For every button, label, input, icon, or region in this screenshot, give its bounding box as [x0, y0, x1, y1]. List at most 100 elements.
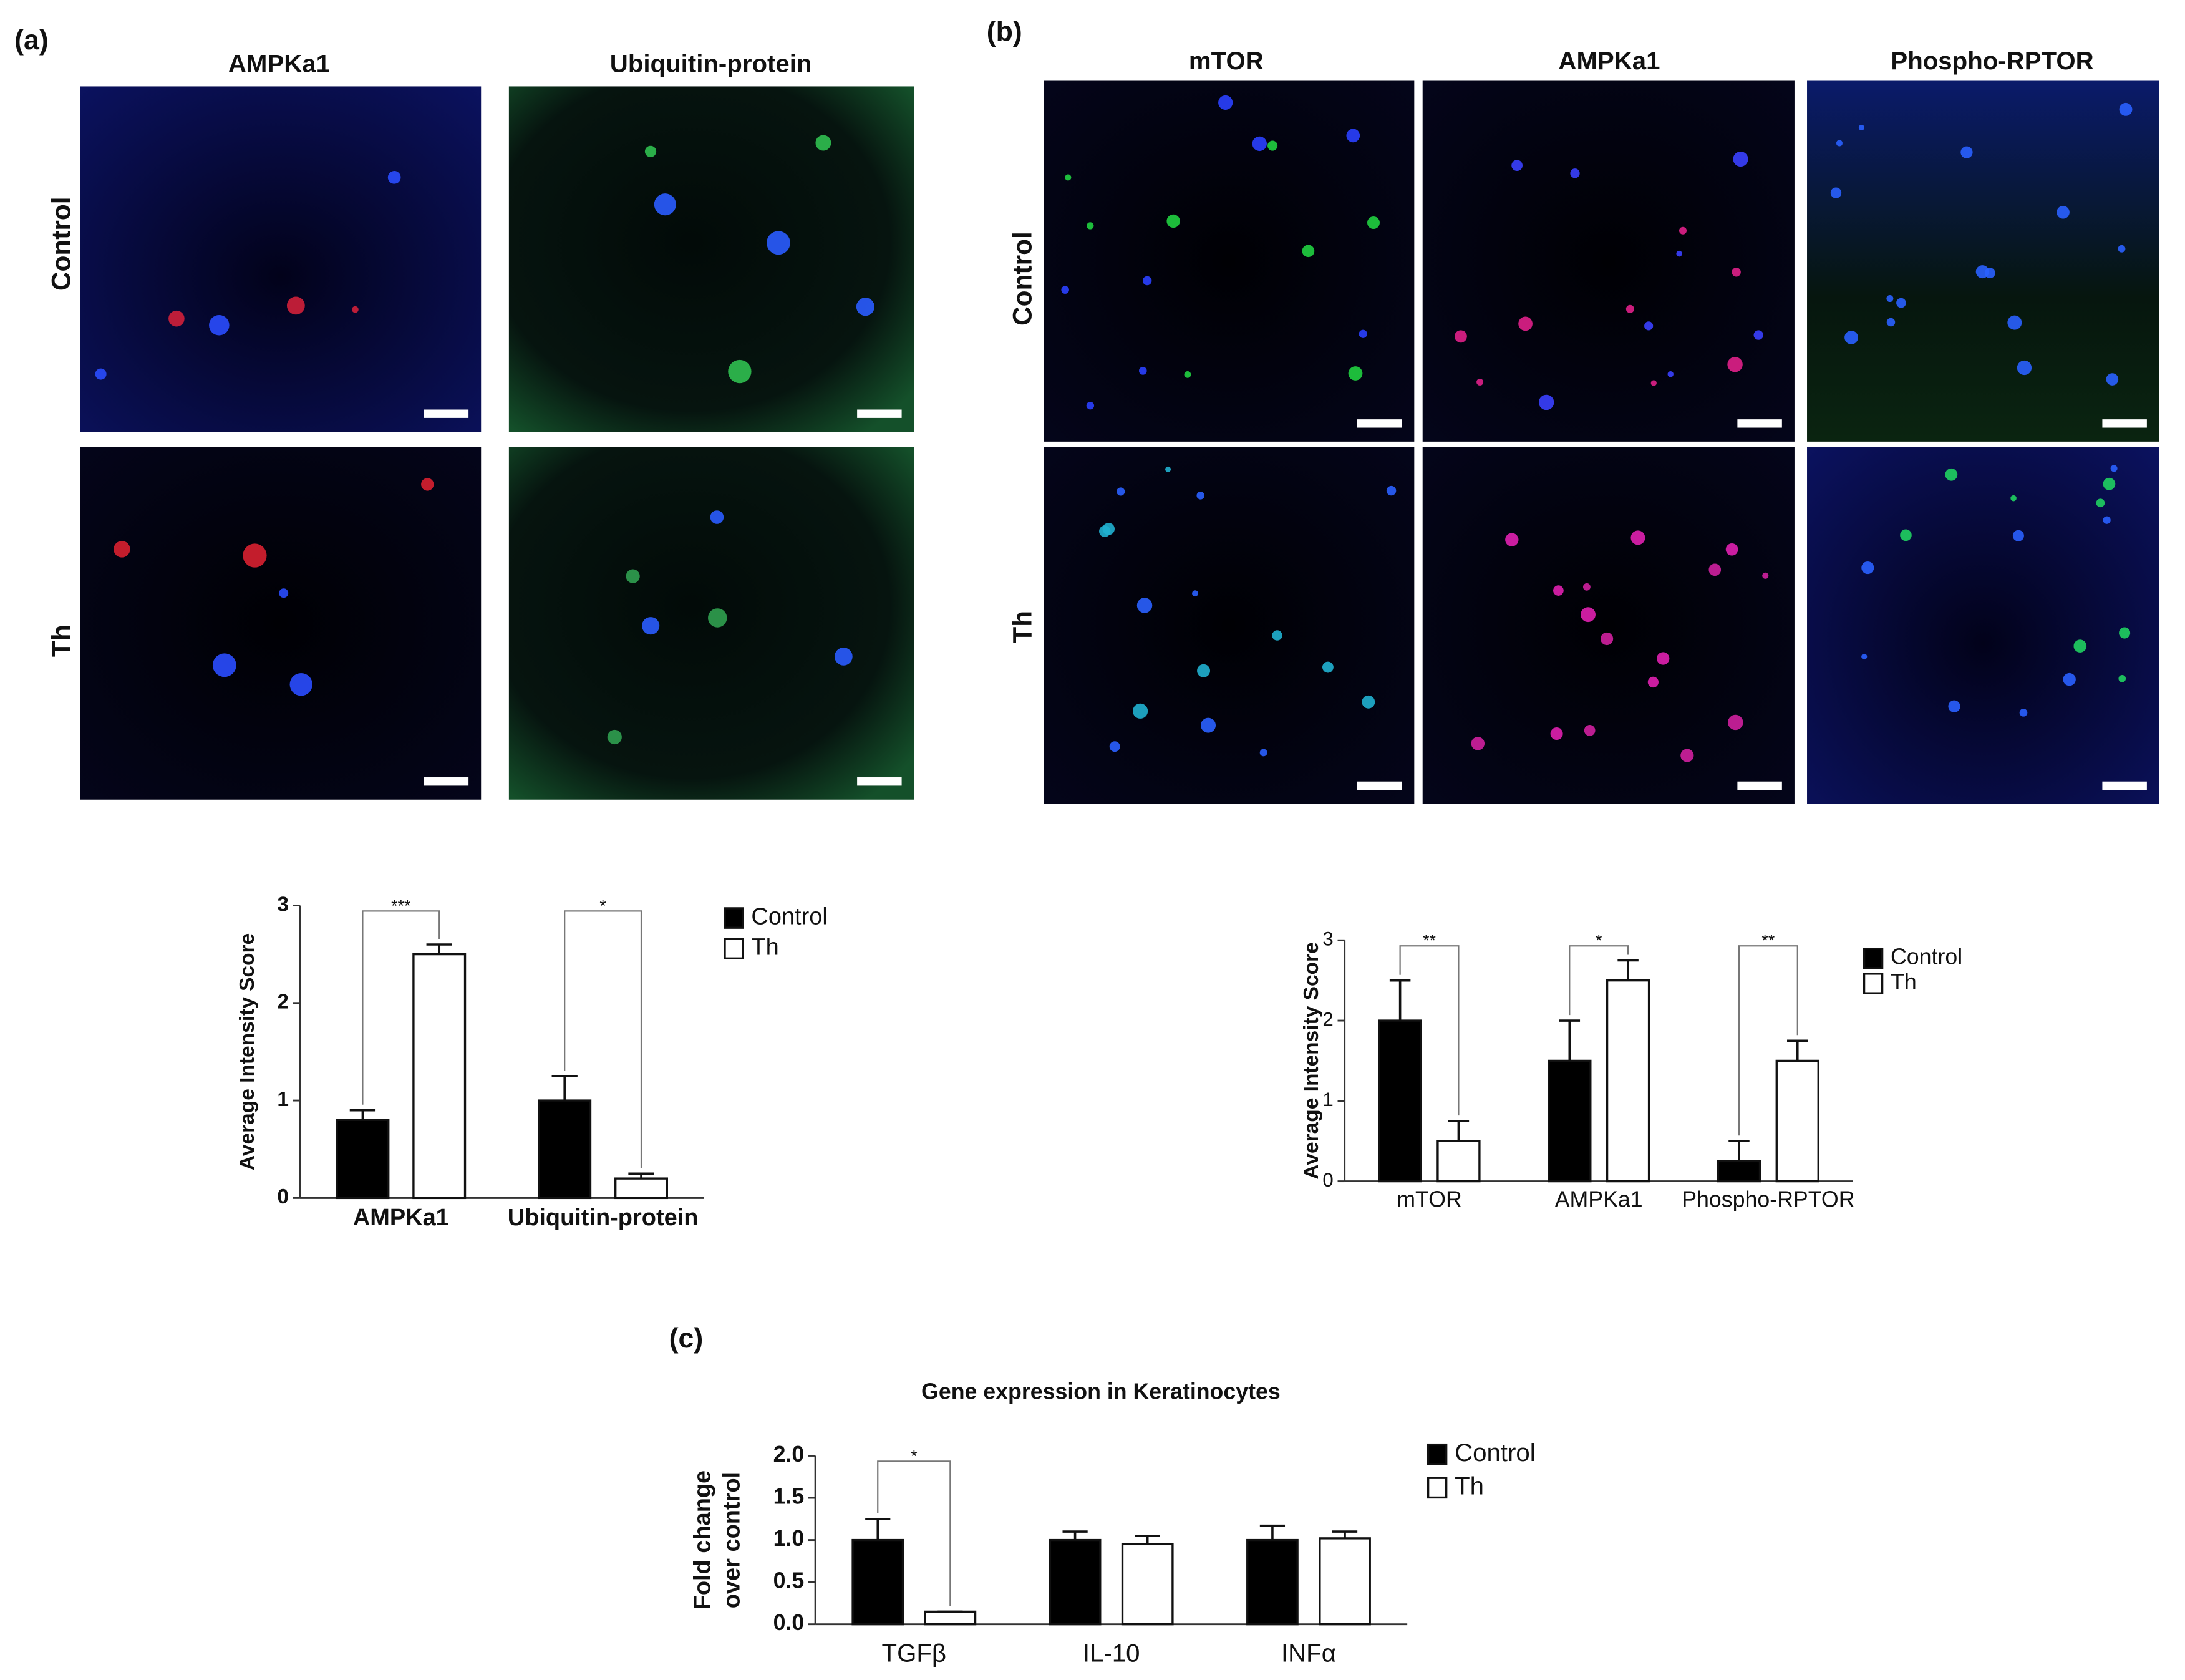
bar	[851, 1538, 904, 1626]
cell	[1454, 330, 1467, 343]
panel-label: (b)	[987, 16, 1022, 47]
y-tick-label: 2.0	[773, 1442, 805, 1467]
error-bar	[1062, 1530, 1088, 1540]
cell	[243, 543, 267, 568]
legend-swatch	[1863, 947, 1884, 969]
cell	[2063, 672, 2076, 686]
legend-label: Control	[1455, 1439, 1536, 1467]
bar	[1775, 1059, 1819, 1183]
error-bar	[426, 943, 452, 954]
cell	[114, 541, 130, 558]
cell	[1166, 214, 1180, 228]
significance-bracket	[877, 1460, 951, 1606]
cell	[279, 588, 289, 598]
significance-bracket	[1399, 945, 1460, 1116]
cell	[834, 647, 853, 666]
y-tick-label: 3	[277, 893, 289, 916]
cell	[1570, 168, 1580, 178]
cell	[1727, 357, 1743, 372]
cell	[1886, 318, 1896, 327]
x-tick-label: Ubiquitin-protein	[508, 1205, 699, 1231]
scale-bar	[424, 777, 469, 786]
cell	[1192, 590, 1198, 597]
legend-label: Th	[1455, 1472, 1484, 1500]
legend-swatch	[1863, 973, 1884, 994]
cell	[1362, 695, 1375, 709]
cell	[1267, 140, 1278, 151]
cell	[2073, 639, 2087, 653]
bar	[1378, 1019, 1422, 1183]
cell	[815, 135, 831, 151]
cell	[1252, 136, 1267, 152]
cell	[1762, 572, 1769, 579]
cell	[1948, 700, 1960, 712]
cell	[2010, 495, 2017, 502]
cell	[1708, 563, 1722, 576]
panel-label: (a)	[14, 25, 49, 56]
x-tick-label: IL-10	[1083, 1639, 1140, 1667]
bar	[1049, 1538, 1102, 1626]
micrograph	[1044, 447, 1415, 804]
cell	[289, 672, 312, 696]
cell	[1584, 725, 1596, 736]
column-header: AMPKa1	[228, 50, 330, 78]
cell	[209, 314, 230, 336]
cell	[710, 510, 724, 524]
x-tick-label: TGFβ	[882, 1639, 946, 1667]
error-bar	[1332, 1530, 1358, 1538]
error-bar	[1559, 1019, 1581, 1061]
cell	[1725, 543, 1738, 556]
significance-bracket	[362, 910, 440, 1105]
cell	[1650, 380, 1657, 386]
bar	[538, 1099, 592, 1200]
row-label: Control	[1007, 231, 1037, 326]
error-bar	[349, 1109, 376, 1120]
cell	[1086, 401, 1095, 410]
cell	[1511, 160, 1523, 172]
cell	[1945, 468, 1958, 481]
cell	[1667, 371, 1674, 377]
cell	[1676, 250, 1682, 257]
cell	[1553, 585, 1564, 596]
cell	[1184, 371, 1191, 378]
significance-bracket	[1738, 945, 1798, 1136]
cell	[387, 171, 401, 184]
y-tick-label: 0	[1322, 1169, 1333, 1191]
legend-label: Control	[1891, 944, 1962, 969]
cell	[1099, 525, 1111, 537]
cell	[286, 296, 305, 315]
bar	[336, 1119, 390, 1200]
y-tick-label: 1.5	[773, 1483, 805, 1508]
cell	[2118, 245, 2126, 253]
scale-bar	[857, 777, 902, 786]
y-tick-label: 0	[277, 1185, 289, 1208]
scale-bar	[424, 409, 469, 418]
error-bar	[1787, 1039, 1808, 1061]
cell	[728, 359, 752, 384]
legend-label: Th	[751, 935, 778, 961]
error-bar	[1135, 1535, 1160, 1545]
bar	[1606, 979, 1650, 1183]
cell	[1647, 676, 1659, 688]
micrograph	[80, 86, 482, 432]
column-header: Ubiquitin-protein	[610, 50, 812, 78]
cell	[1960, 146, 1973, 158]
scale-bar	[857, 409, 902, 418]
significance-label: **	[1423, 931, 1436, 950]
micrograph	[80, 447, 482, 800]
cell	[1753, 330, 1763, 340]
cell	[1984, 268, 1995, 279]
cell	[1346, 129, 1360, 143]
legend-swatch	[1427, 1443, 1448, 1465]
cell	[856, 298, 874, 316]
scale-bar	[1357, 419, 1402, 428]
cell	[1630, 530, 1645, 545]
legend-label: Th	[1891, 969, 1917, 994]
cell	[1272, 630, 1282, 641]
cell	[1733, 151, 1748, 167]
y-axis-label: Fold change	[690, 1470, 716, 1610]
scale-bar	[2102, 419, 2147, 428]
cell	[1538, 394, 1554, 410]
y-tick-label: 0.0	[773, 1610, 805, 1635]
